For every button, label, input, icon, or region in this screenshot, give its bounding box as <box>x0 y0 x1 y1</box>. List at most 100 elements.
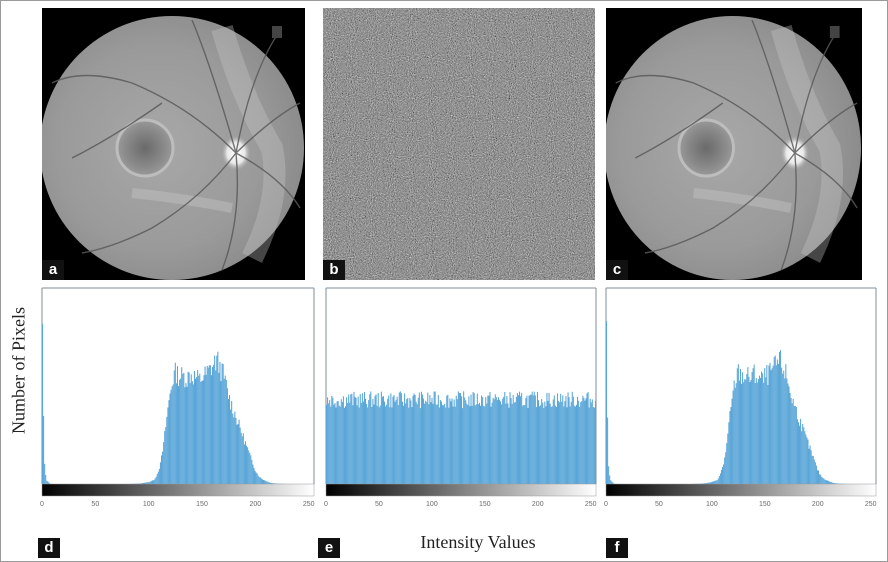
histogram-bar <box>582 395 584 484</box>
histogram-bar <box>249 452 251 484</box>
histogram-bar <box>432 403 434 484</box>
histogram-bar <box>411 407 413 484</box>
histogram-bar <box>468 396 470 484</box>
histogram-bar <box>257 475 259 484</box>
histogram-bar <box>744 379 746 484</box>
histogram-bar <box>333 404 335 484</box>
histogram-bar <box>462 408 464 484</box>
x-tick-label: 150 <box>196 501 208 508</box>
histogram-bar <box>449 398 451 484</box>
x-tick-label: 50 <box>91 501 99 508</box>
histogram-bar <box>357 396 359 484</box>
histogram-bar <box>138 483 140 484</box>
histogram-bar <box>561 401 563 484</box>
histogram-bar <box>251 459 253 484</box>
histogram-bar <box>415 401 417 484</box>
histogram-bar <box>222 364 224 484</box>
histogram-bar <box>394 401 396 484</box>
histogram-bar <box>571 391 573 484</box>
histogram-bar <box>248 450 250 484</box>
fundus-image-original <box>42 8 305 280</box>
histogram-bar <box>155 476 157 484</box>
intensity-colorbar <box>325 483 597 497</box>
histogram-bar <box>588 407 590 484</box>
histogram-bar <box>401 401 403 484</box>
histogram-bar <box>731 398 733 484</box>
panel-label-b: b <box>323 260 345 280</box>
histogram-bar <box>398 392 400 484</box>
histogram-bar <box>781 367 783 484</box>
histogram-bar <box>793 406 795 484</box>
histogram-bar <box>497 397 499 484</box>
histogram-bar <box>45 474 47 484</box>
histogram-bar <box>465 400 467 484</box>
histogram-bar <box>477 404 479 484</box>
histogram-bar <box>490 406 492 484</box>
histogram-bar <box>392 396 394 484</box>
histogram-bar <box>705 483 707 484</box>
histogram-bar <box>419 408 421 484</box>
histogram-bar <box>167 407 169 484</box>
histogram-bar <box>584 400 586 484</box>
histogram-d: 0 50 100 150 200 250 <box>36 286 320 520</box>
histogram-bar <box>223 378 225 484</box>
histogram-bar <box>750 380 752 484</box>
histogram-bar <box>774 355 776 484</box>
histogram-bar <box>268 482 270 484</box>
histogram-bar <box>385 406 387 484</box>
histogram-bar <box>606 321 608 484</box>
histogram-bar <box>714 480 716 484</box>
histogram-bar <box>569 406 571 484</box>
histogram-bar <box>478 402 480 484</box>
histogram-bar <box>258 477 260 484</box>
histogram-bar <box>558 400 560 484</box>
histogram-bar <box>517 395 520 484</box>
histogram-bar <box>464 397 466 484</box>
histogram-bar <box>551 406 553 484</box>
intensity-colorbar <box>41 483 315 497</box>
histogram-bar <box>178 386 180 484</box>
histogram-bar <box>565 396 567 484</box>
histogram-bar <box>799 425 801 484</box>
histogram-bar <box>474 405 476 484</box>
histogram-bar <box>265 480 267 484</box>
histogram-bar <box>380 391 382 484</box>
histogram-bar <box>501 404 503 484</box>
histogram-bar <box>434 391 436 484</box>
histogram-bar <box>590 402 592 484</box>
histogram-bar <box>347 402 349 484</box>
histogram-bar <box>433 391 435 484</box>
histogram-bar <box>233 417 235 484</box>
histogram-bar <box>594 400 596 484</box>
histogram-bar <box>179 379 181 484</box>
histogram-bar <box>784 378 786 484</box>
histogram-bar <box>140 483 142 484</box>
histogram-bar <box>259 477 261 484</box>
histogram-bar <box>503 396 505 484</box>
histogram-bar <box>349 402 351 484</box>
histogram-bar <box>195 378 197 484</box>
histogram-bar <box>407 398 409 484</box>
histogram-bar <box>780 350 782 484</box>
histogram-bar <box>326 404 328 484</box>
histogram-bar <box>578 400 580 484</box>
histogram-bar <box>216 355 218 484</box>
histogram-bar <box>220 381 222 484</box>
histogram-bar <box>395 399 397 484</box>
histogram-bar <box>151 480 153 484</box>
histogram-bar <box>752 368 754 484</box>
histogram-bar <box>722 466 724 484</box>
histogram-bar <box>754 382 756 484</box>
histogram-bar <box>715 480 717 484</box>
histogram-bar <box>506 396 508 484</box>
histogram-bar <box>199 373 201 484</box>
histogram-bar <box>200 381 202 484</box>
histogram-bar <box>723 464 725 484</box>
histogram-bar <box>758 375 760 484</box>
histogram-bar <box>778 351 781 484</box>
histogram-bar <box>549 403 551 484</box>
histogram-bar <box>527 408 529 484</box>
histogram-bar <box>371 407 373 484</box>
histogram-bar <box>163 442 165 484</box>
histogram-bar <box>790 397 792 484</box>
